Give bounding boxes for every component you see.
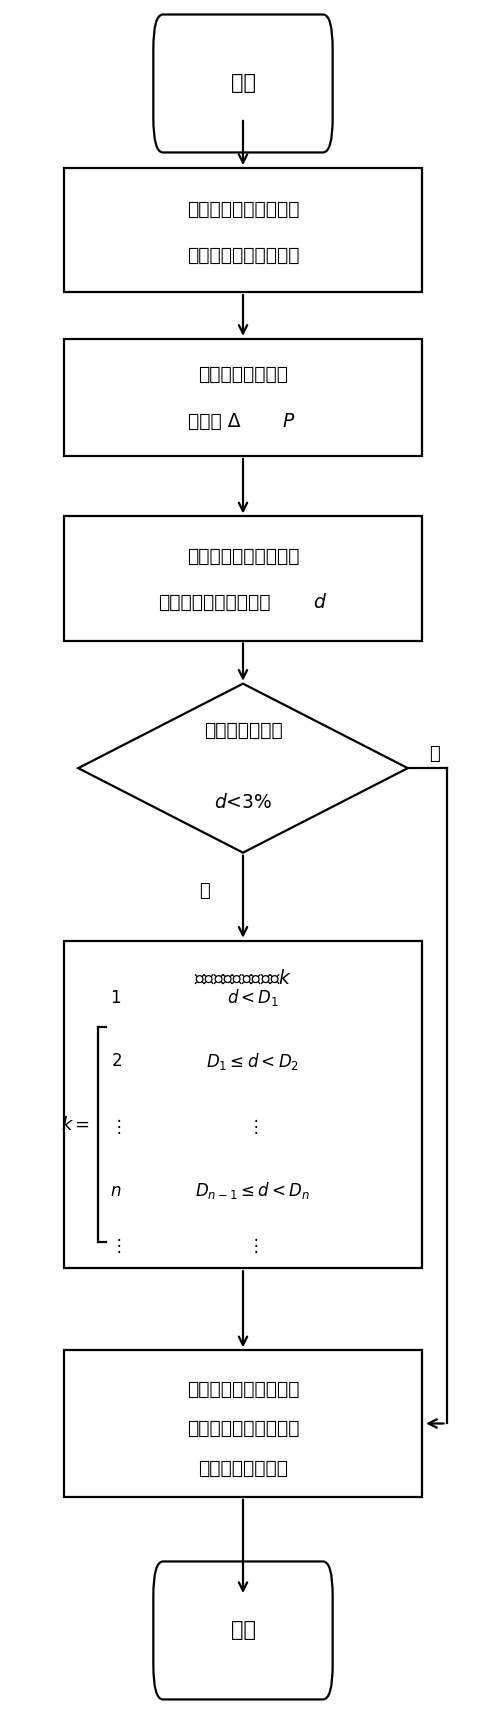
Text: 计算光伏发电功率: 计算光伏发电功率: [198, 366, 288, 385]
Bar: [64, 516, 422, 640]
Bar: [64, 941, 422, 1269]
Text: 量，得到蓄电池与超级: 量，得到蓄电池与超级: [187, 1419, 299, 1438]
Text: 光伏功率信号低频分量: 光伏功率信号低频分量: [187, 247, 299, 266]
Text: $d$: $d$: [312, 594, 327, 613]
Text: $D_1 \leq d < D_2$: $D_1 \leq d < D_2$: [206, 1051, 299, 1072]
Text: $d < D_1$: $d < D_1$: [226, 987, 279, 1008]
Text: 否: 否: [429, 746, 440, 763]
Text: 调整小波包分解层数$k$: 调整小波包分解层数$k$: [194, 968, 292, 987]
Bar: [64, 338, 422, 456]
Polygon shape: [78, 683, 408, 853]
Text: $\vdots$: $\vdots$: [110, 1236, 122, 1255]
Text: 结束: 结束: [230, 1621, 256, 1640]
Text: $P$: $P$: [282, 413, 295, 432]
Text: $d$<3%: $d$<3%: [214, 794, 272, 813]
Text: 利用小波包分解法提取: 利用小波包分解法提取: [187, 200, 299, 219]
Bar: [64, 1350, 422, 1496]
Text: 是: 是: [199, 882, 209, 899]
FancyBboxPatch shape: [154, 14, 332, 152]
Text: $D_{n-1} \leq d < D_n$: $D_{n-1} \leq d < D_n$: [195, 1181, 310, 1201]
Text: 重构次高频与最高频分: 重构次高频与最高频分: [187, 1379, 299, 1398]
Text: 起的并网点电压波动值: 起的并网点电压波动值: [157, 594, 270, 613]
Text: 波动值 Δ: 波动值 Δ: [188, 413, 240, 432]
Text: 电容补偿功率指令: 电容补偿功率指令: [198, 1458, 288, 1477]
Text: $\vdots$: $\vdots$: [247, 1117, 258, 1136]
FancyBboxPatch shape: [154, 1562, 332, 1700]
Text: $\vdots$: $\vdots$: [110, 1117, 122, 1136]
Text: 开始: 开始: [230, 74, 256, 93]
Text: $1$: $1$: [110, 989, 122, 1006]
Text: $\vdots$: $\vdots$: [247, 1236, 258, 1255]
Text: $k=$: $k=$: [61, 1117, 90, 1134]
Text: 并网点电压波动: 并网点电压波动: [204, 721, 282, 740]
Text: $2$: $2$: [110, 1053, 122, 1070]
Text: 计算由光伏功率波动引: 计算由光伏功率波动引: [187, 547, 299, 566]
Bar: [64, 167, 422, 292]
Text: $n$: $n$: [110, 1182, 122, 1200]
